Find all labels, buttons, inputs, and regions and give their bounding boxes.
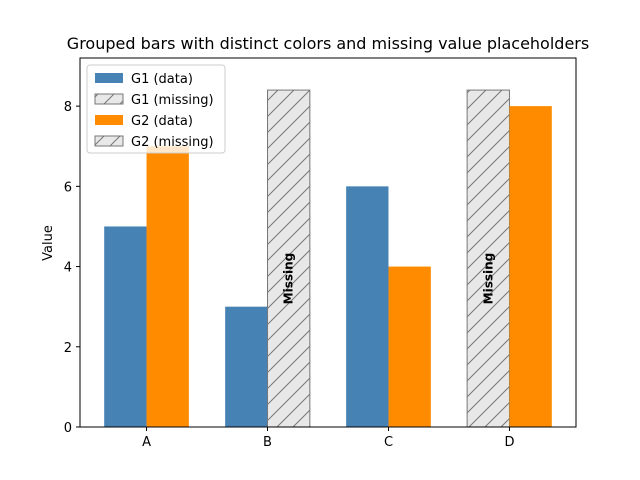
y-tick-label: 2: [64, 341, 72, 356]
legend-swatch: [95, 115, 123, 125]
missing-label: Missing: [282, 253, 296, 305]
y-tick-label: 0: [64, 421, 72, 436]
bar-A: [146, 146, 189, 427]
legend-swatch: [95, 73, 123, 83]
bar-D: [509, 106, 552, 427]
legend-label: G2 (missing): [131, 135, 214, 150]
bar-B: [225, 306, 268, 427]
y-axis-label: Value: [41, 225, 56, 261]
x-tick-label: A: [142, 435, 151, 450]
y-tick-label: 8: [64, 100, 72, 115]
bar-C: [388, 266, 431, 427]
x-tick-label: C: [384, 435, 393, 450]
plot-frame: [79, 57, 577, 428]
y-tick-label: 6: [64, 180, 72, 195]
legend-box: [86, 64, 226, 154]
missing-bar-B: [267, 89, 311, 428]
legend-label: G2 (data): [131, 114, 193, 129]
missing-label: Missing: [481, 253, 495, 305]
bar-A: [104, 226, 147, 427]
x-tick-label: D: [504, 435, 514, 450]
legend-label: G1 (data): [131, 72, 193, 87]
y-tick-label: 4: [64, 261, 72, 276]
plot-area: Missing Missing A B C D 0 2 4 6 8: [64, 57, 577, 450]
legend-swatch: [94, 93, 124, 105]
bar-C: [346, 186, 389, 427]
legend: G1 (data) G1 (missing) G2 (data) G2 (missin…: [86, 64, 226, 154]
x-tick-label: B: [263, 435, 272, 450]
legend-swatch: [94, 135, 124, 147]
chart-title: Grouped bars with distinct colors and mi…: [67, 34, 589, 53]
legend-label: G1 (missing): [131, 93, 214, 108]
